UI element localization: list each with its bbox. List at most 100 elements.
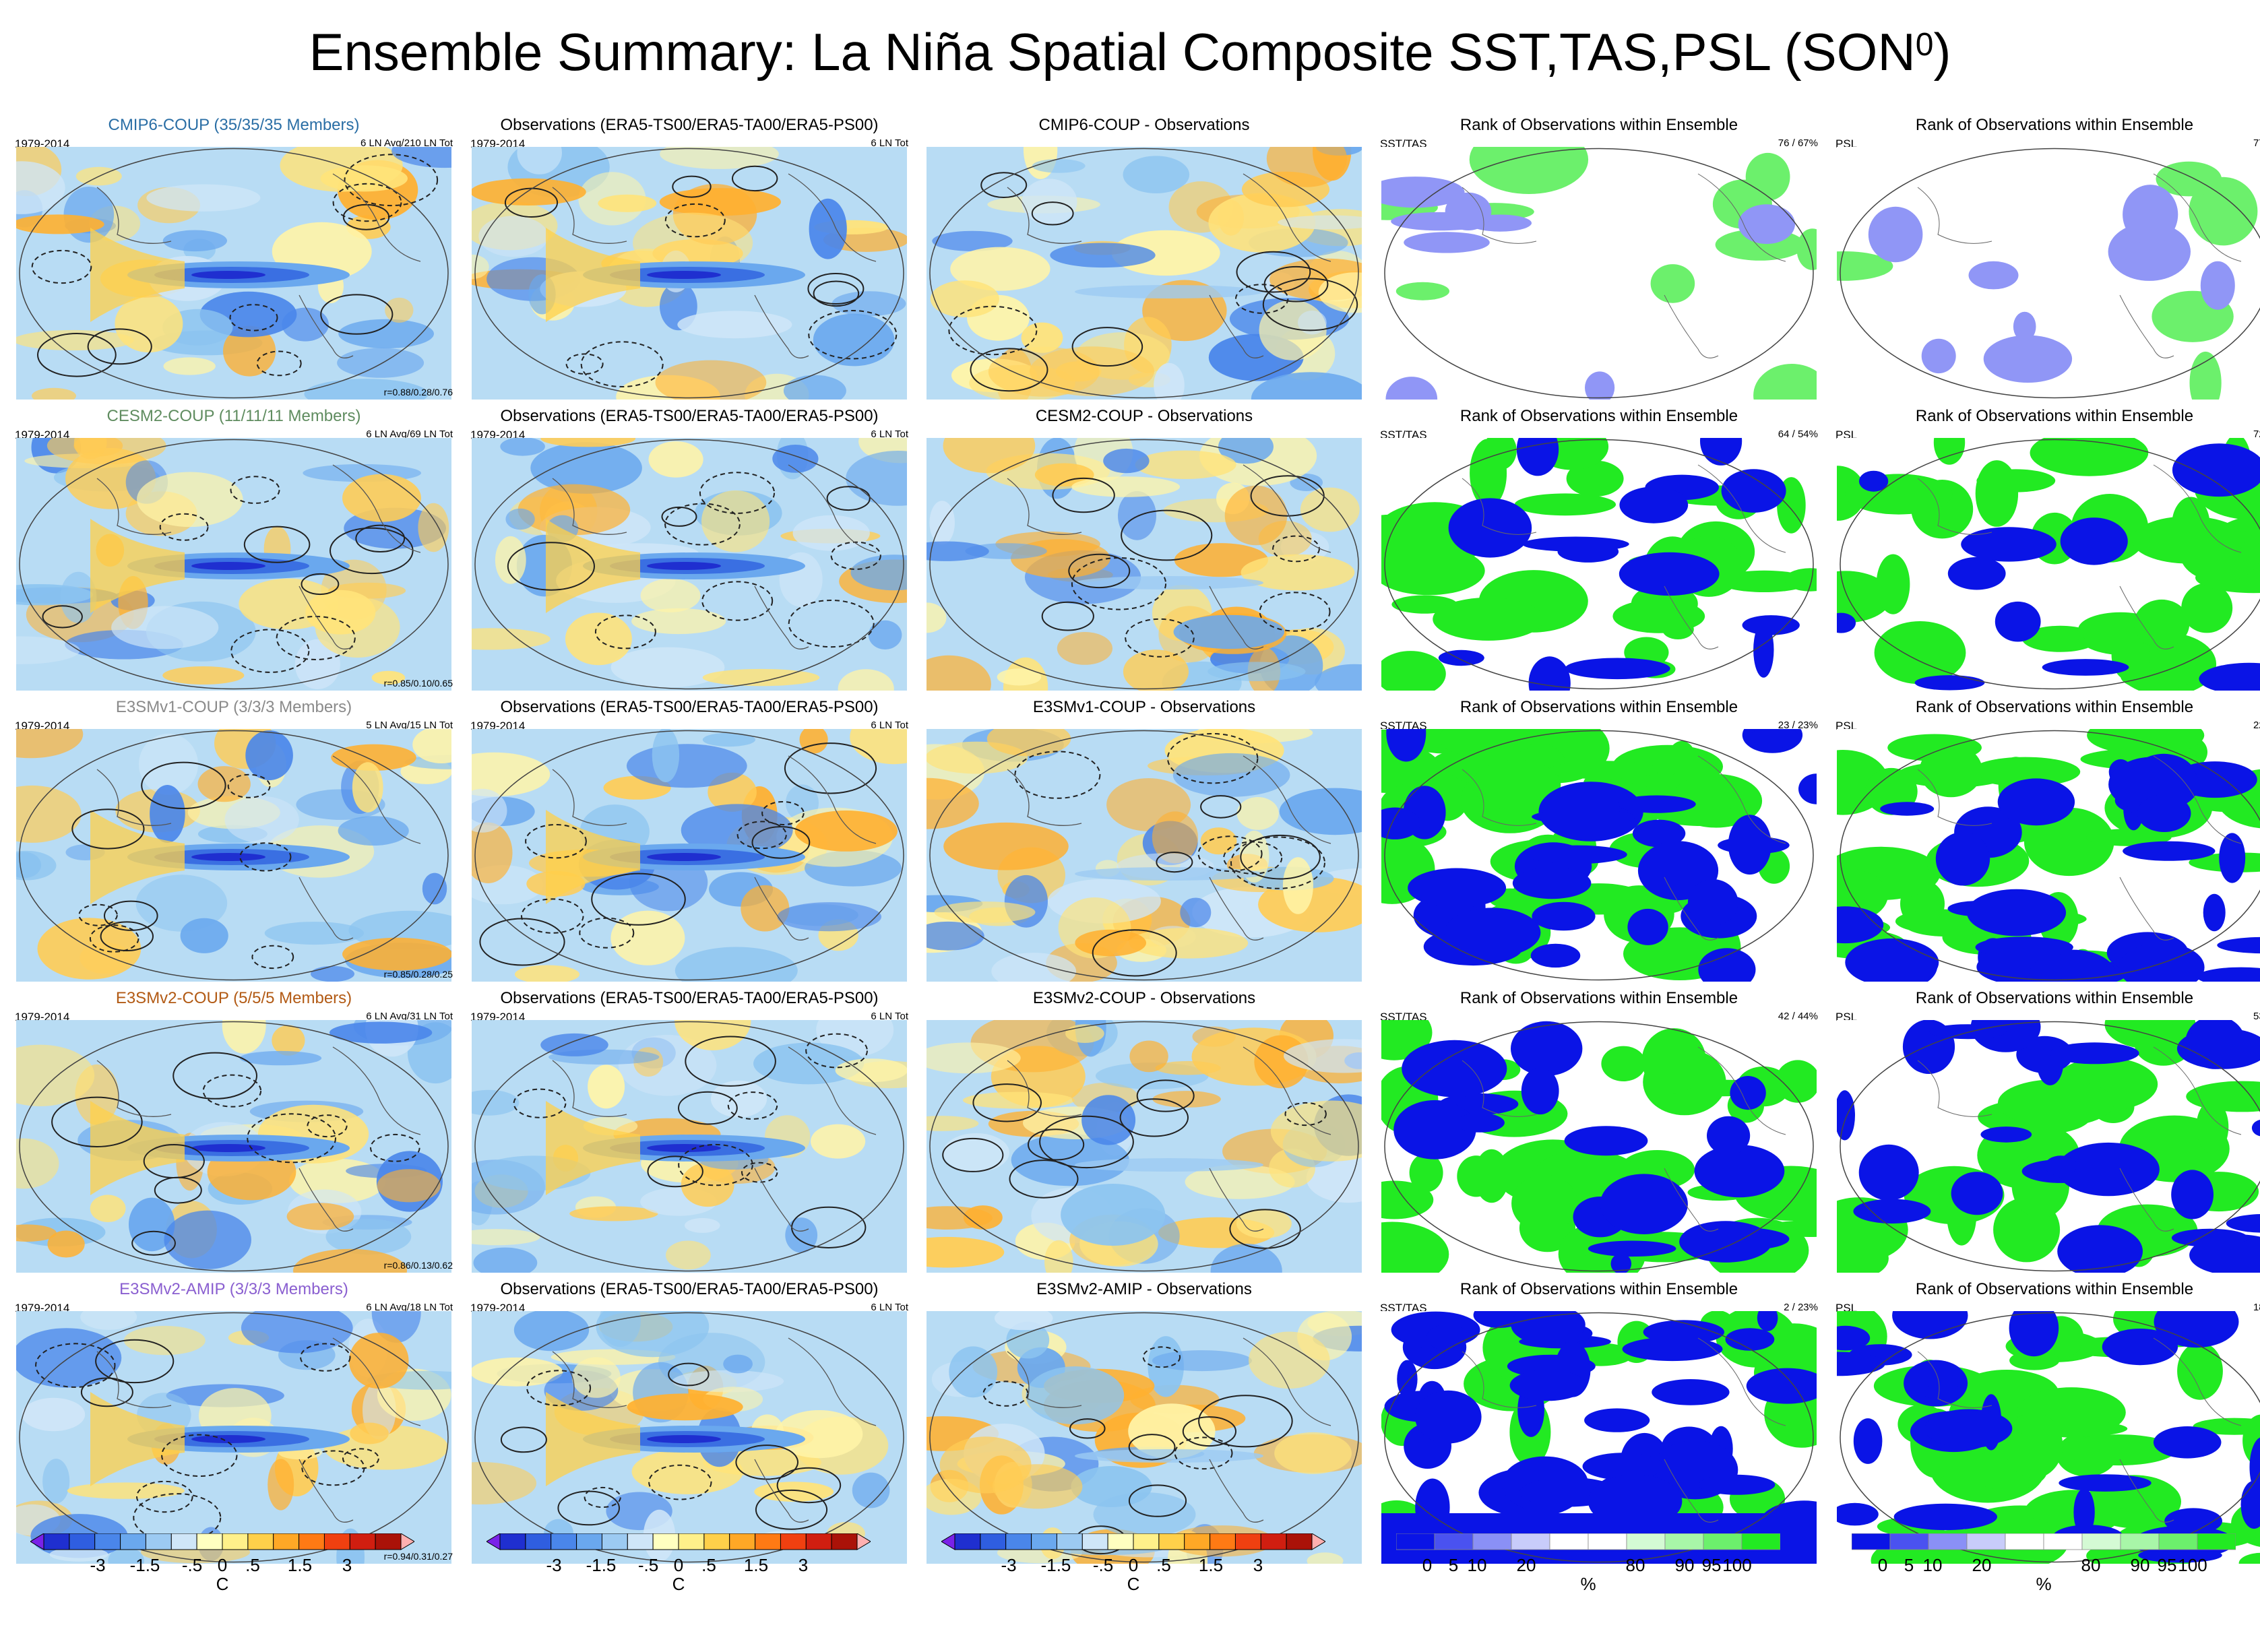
colorbar-lower-arrow: [941, 1533, 955, 1550]
map-panel-r1-c2: Observations (ERA5-TS00/ERA5-TA00/ERA5-P…: [464, 113, 915, 404]
colorbar-tick-label: 10: [1467, 1555, 1487, 1575]
world-map: [472, 147, 907, 400]
map-panel-r1-c3: CMIP6-COUP - Observations: [918, 113, 1370, 404]
colorbar-swatch: [831, 1533, 858, 1550]
map-panel-r3-c1: E3SMv1-COUP (3/3/3 Members) 1979-2014 5 LN…: [8, 695, 460, 986]
colorbar-swatch: [247, 1533, 274, 1550]
colorbar-swatch: [349, 1533, 376, 1550]
map-outline: [1840, 1312, 2260, 1563]
colorbar-lower-arrow: [30, 1533, 44, 1550]
colorbar-swatch: [2120, 1533, 2160, 1550]
colorbar-swatch: [2158, 1533, 2198, 1550]
map-outline: [474, 1312, 904, 1563]
colorbar-swatch: [1234, 1533, 1261, 1550]
panel-title: E3SMv1-COUP (3/3/3 Members): [115, 698, 352, 716]
colorbar-swatch: [323, 1533, 350, 1550]
map-panel-r1-c5: Rank of Observations within Ensemble PSL 7…: [1829, 113, 2260, 404]
map-outline: [1384, 730, 1814, 981]
colorbar-swatch: [1741, 1533, 1780, 1550]
pattern-correlation-label: r=0.94/0.31/0.27: [383, 1551, 453, 1562]
colorbar-swatch: [299, 1533, 325, 1550]
map-panel-r4-c3: E3SMv2-COUP - Observations: [918, 986, 1370, 1277]
world-map: [472, 1311, 907, 1564]
colorbar-swatch: [120, 1533, 147, 1550]
colorbar-tick-label: 5: [1448, 1555, 1459, 1575]
colorbar-upper-arrow: [400, 1533, 414, 1550]
panel-title: Rank of Observations within Ensemble: [1915, 407, 2194, 425]
colorbar-swatch: [69, 1533, 96, 1550]
colorbar-swatch: [551, 1533, 577, 1550]
world-map: [472, 729, 907, 982]
colorbar-swatch: [1511, 1533, 1550, 1550]
map-outline: [1384, 1312, 1814, 1563]
colorbar-swatch: [1133, 1533, 1160, 1550]
panel-right-label: 2 / 23%: [1784, 1302, 1818, 1313]
colorbar-swatch: [678, 1533, 705, 1550]
colorbar-swatch: [954, 1533, 981, 1550]
colorbar-tick-label: .5: [245, 1555, 260, 1575]
colorbar-swatch: [1434, 1533, 1474, 1550]
temperature-colorbar-1: -3 -1.5 -.5 0 .5 1.5 3 C: [30, 1533, 414, 1594]
colorbar-tick-label: 0: [1877, 1555, 1888, 1575]
map-outline: [1840, 148, 2260, 399]
colorbar-swatch: [196, 1533, 223, 1550]
map-panel-r5-c5: Rank of Observations within Ensemble PSL 1…: [1829, 1277, 2260, 1568]
map-panel-r1-c4: Rank of Observations within Ensemble SST/…: [1373, 113, 1825, 404]
colorbar-swatch: [43, 1533, 70, 1550]
colorbar-tick-label: .5: [1156, 1555, 1171, 1575]
colorbar-swatch: [1889, 1533, 1929, 1550]
world-map: [1381, 1311, 1817, 1564]
colorbar-tick-label: 90: [2130, 1555, 2150, 1575]
colorbar-upper-arrow: [1311, 1533, 1325, 1550]
map-outline: [1384, 148, 1814, 399]
colorbar-swatch: [1588, 1533, 1627, 1550]
map-outline: [1840, 730, 2260, 981]
pattern-correlation-label: r=0.86/0.13/0.62: [383, 1260, 453, 1271]
pattern-correlation-label: r=0.85/0.10/0.65: [383, 678, 453, 689]
colorbar-swatch: [1210, 1533, 1236, 1550]
colorbar-swatch: [1184, 1533, 1211, 1550]
colorbar-swatch: [729, 1533, 756, 1550]
panel-title: Rank of Observations within Ensemble: [1459, 698, 1738, 716]
colorbar-tick-label: -3: [546, 1555, 562, 1575]
colorbar-upper-arrow: [856, 1533, 871, 1550]
colorbar-swatch: [1056, 1533, 1083, 1550]
colorbar-swatch: [1260, 1533, 1287, 1550]
colorbar-tick-label: -3: [90, 1555, 106, 1575]
colorbar-swatch: [273, 1533, 300, 1550]
colorbar-swatches: [30, 1533, 414, 1550]
colorbar-tick-label: 0: [673, 1555, 684, 1575]
colorbar-tick-label: 20: [1516, 1555, 1536, 1575]
panel-title: Rank of Observations within Ensemble: [1915, 116, 2194, 134]
map-outline: [929, 439, 1359, 690]
map-outline: [19, 439, 449, 690]
panel-title: E3SMv2-AMIP - Observations: [1036, 1280, 1252, 1298]
panel-title: E3SMv2-AMIP (3/3/3 Members): [119, 1280, 348, 1298]
panel-title: CMIP6-COUP (35/35/35 Members): [108, 116, 360, 134]
world-map: [472, 438, 907, 691]
colorbar-unit: C: [672, 1574, 685, 1594]
world-map: [16, 1311, 451, 1564]
panel-right-label: 6 LN Avg/18 LN Tot: [366, 1302, 453, 1313]
map-outline: [1840, 439, 2260, 690]
map-outline: [19, 1021, 449, 1272]
colorbar-swatch: [2005, 1533, 2044, 1550]
colorbar-tick-label: 10: [1922, 1555, 1943, 1575]
map-panel-r1-c1: CMIP6-COUP (35/35/35 Members) 1979-2014 6 …: [8, 113, 460, 404]
colorbar-swatch: [1928, 1533, 1968, 1550]
colorbar-swatch: [601, 1533, 628, 1550]
figure-title: Ensemble Summary: La Niña Spatial Compos…: [309, 22, 1951, 82]
map-panel-r5-c3: E3SMv2-AMIP - Observations: [918, 1277, 1370, 1568]
colorbar-swatch: [980, 1533, 1007, 1550]
colorbar-tick-label: 80: [2081, 1555, 2101, 1575]
colorbar-tick-label: -1.5: [129, 1555, 160, 1575]
panel-title: Observations (ERA5-TS00/ERA5-TA00/ERA5-P…: [500, 116, 879, 134]
colorbar-swatch: [1703, 1533, 1743, 1550]
panel-right-label: 42 / 44%: [1778, 1011, 1818, 1022]
panel-title: Observations (ERA5-TS00/ERA5-TA00/ERA5-P…: [500, 989, 879, 1007]
world-map: [16, 729, 451, 982]
panel-right-label: 6 LN Avg/31 LN Tot: [366, 1011, 453, 1022]
panel-title: Observations (ERA5-TS00/ERA5-TA00/ERA5-P…: [500, 698, 879, 716]
panel-right-label: 5 LN Avg/15 LN Tot: [366, 720, 453, 731]
colorbar-swatch: [780, 1533, 807, 1550]
